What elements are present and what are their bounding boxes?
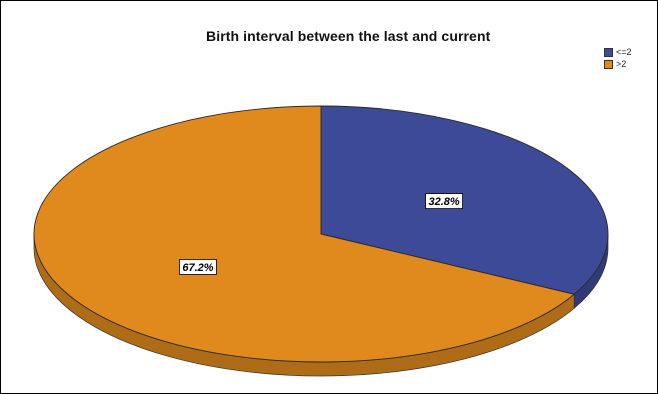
data-label-box-gt2 [179, 259, 217, 275]
data-label-gt2: 67.2% [179, 259, 217, 275]
legend-label-gt2: >2 [616, 59, 627, 69]
pie-top-layer [33, 105, 609, 363]
data-label-text-le2: 32.8% [428, 196, 459, 208]
legend-item-gt2: >2 [604, 58, 632, 70]
legend-label-le2: <=2 [616, 47, 632, 57]
pie-slice-le2 [320, 105, 609, 295]
legend-swatch-le2 [604, 47, 613, 57]
data-label-box-le2 [425, 193, 463, 209]
chart-legend: <=2 >2 [604, 46, 632, 70]
legend-swatch-gt2 [604, 59, 613, 69]
data-label-text-gt2: 67.2% [182, 262, 213, 274]
legend-item-le2: <=2 [604, 46, 632, 58]
pie-slice-gt2 [33, 105, 576, 363]
chart-title: Birth interval between the last and curr… [206, 28, 491, 44]
pie-label-layer: 32.8% 67.2% [179, 193, 463, 275]
data-label-le2: 32.8% [425, 193, 463, 209]
